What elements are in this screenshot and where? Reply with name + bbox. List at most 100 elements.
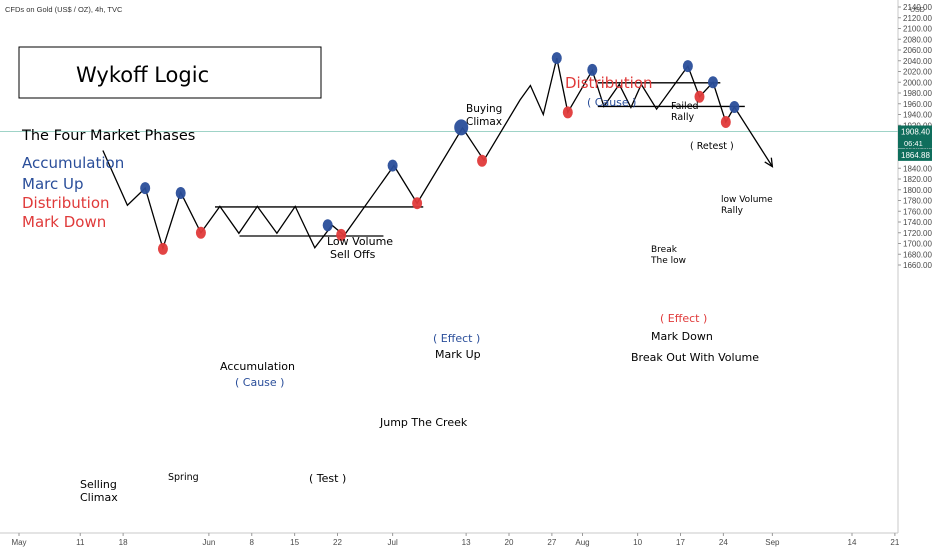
arrowhead-mark	[764, 157, 774, 168]
red-pivot-marker	[336, 228, 347, 241]
time-tick-label: Sep	[765, 538, 780, 547]
time-tick-label: 21	[890, 538, 899, 547]
mark-up-label: Mark Up	[435, 348, 481, 361]
price-tick-label: 1780.00	[903, 197, 932, 206]
time-tick-label: 13	[462, 538, 471, 547]
time-tick-label: 22	[333, 538, 342, 547]
price-tick-label: 1820.00	[903, 175, 932, 184]
blue-pivot-marker	[729, 100, 740, 113]
blue-pivot-marker	[587, 63, 598, 76]
price-tick-label: 1760.00	[903, 207, 932, 216]
low-volume-rally-label-2: Rally	[721, 206, 744, 216]
blue-pivot-marker	[454, 119, 469, 136]
time-tick-label: 11	[76, 538, 85, 547]
red-pivot-marker	[157, 242, 168, 255]
failed-rally-label-1: Failed	[671, 101, 699, 112]
failed-rally-label-2: Rally	[671, 112, 694, 123]
price-tag-time: 06:41	[904, 139, 923, 148]
price-tick-label: 1660.00	[903, 261, 932, 270]
time-tick-label: 10	[633, 538, 642, 547]
time-tick-label: 15	[290, 538, 299, 547]
test-label: ( Test )	[309, 472, 346, 485]
price-tick-label: 1740.00	[903, 218, 932, 227]
blue-pivot-marker	[551, 52, 562, 65]
price-tick-label: 2060.00	[903, 46, 932, 55]
red-pivot-marker	[477, 154, 488, 167]
price-tag-box	[898, 125, 932, 138]
phase-mark-down: Mark Down	[22, 213, 106, 231]
red-pivot-marker	[694, 90, 705, 103]
phases-heading: The Four Market Phases	[21, 128, 195, 144]
time-tick-label: May	[11, 538, 26, 547]
price-tags: 1908.40 06:41 1864.88	[898, 125, 932, 161]
selling-climax-label-1: Selling	[80, 478, 117, 491]
red-pivot-marker	[720, 116, 731, 129]
blue-pivot-marker	[175, 186, 186, 199]
price-tick-label: 1680.00	[903, 250, 932, 259]
time-tick-label: 18	[119, 538, 128, 547]
currency-label: USD	[910, 7, 925, 14]
price-tick-label: 1700.00	[903, 240, 932, 249]
price-tick-label: 1940.00	[903, 111, 932, 120]
price-tag-box	[898, 148, 932, 161]
price-tick-label: 2020.00	[903, 68, 932, 77]
cause-label-1: ( Cause )	[235, 376, 284, 389]
break-the-low-label-1: Break	[651, 245, 678, 255]
distribution-label: Distribution	[565, 74, 653, 92]
effect-label-2: ( Effect )	[660, 312, 707, 325]
price-tick-label: 2140.00	[903, 3, 932, 12]
break-out-label: Break Out With Volume	[631, 351, 759, 364]
low-volume-label-1: Low Volume	[327, 235, 393, 248]
phase-marc-up: Marc Up	[22, 175, 84, 193]
time-tick-label: Jul	[388, 538, 398, 547]
price-tick-label: 2080.00	[903, 35, 932, 44]
blue-pivot-marker	[322, 219, 333, 232]
blue-pivot-marker	[140, 182, 151, 195]
time-tick-label: Aug	[575, 538, 589, 547]
price-tag-time-box	[898, 137, 932, 149]
symbol-header: CFDs on Gold (US$ / OZ), 4h, TVC	[5, 5, 123, 14]
red-pivot-marker	[562, 106, 573, 119]
price-tag-label: 1864.88	[901, 151, 930, 160]
title-box	[18, 46, 322, 99]
blue-pivot-marker	[682, 60, 693, 73]
phase-accumulation: Accumulation	[22, 154, 124, 172]
low-volume-label-2: Sell Offs	[330, 248, 376, 261]
price-tick-label: 1980.00	[903, 89, 932, 98]
low-volume-rally-label-1: low Volume	[721, 195, 773, 205]
price-tick-label: 1840.00	[903, 164, 932, 173]
selling-climax-label-2: Climax	[80, 491, 118, 504]
price-tag-label: 1908.40	[901, 127, 930, 136]
accumulation-label: Accumulation	[220, 360, 295, 373]
mark-down-arrowhead	[764, 157, 774, 168]
retest-label: ( Retest )	[690, 141, 734, 152]
time-tick-label: 27	[547, 538, 556, 547]
price-tick-label: 2120.00	[903, 14, 932, 23]
time-tick-label: 17	[676, 538, 685, 547]
price-tick-label: 2040.00	[903, 57, 932, 66]
time-tick-label: 8	[250, 538, 255, 547]
effect-label-1: ( Effect )	[433, 332, 480, 345]
time-tick-label: 14	[848, 538, 857, 547]
buying-climax-label-1: Buying	[466, 103, 502, 115]
price-tick-label: 1960.00	[903, 100, 932, 109]
blue-pivot-marker	[387, 159, 398, 172]
cause-label-2: ( Cause )	[587, 96, 636, 109]
time-tick-label: 20	[505, 538, 514, 547]
price-tick-label: 2000.00	[903, 78, 932, 87]
price-tick-label: 2100.00	[903, 25, 932, 34]
price-tick-label: 1720.00	[903, 229, 932, 238]
buying-climax-label-2: Climax	[466, 116, 502, 128]
break-the-low-label-2: The low	[650, 256, 686, 266]
time-axis: May 11 18 Jun 8 15 22 Jul 13 20 27 Aug 10 17 24 Sep 14 21	[0, 532, 900, 547]
title-text: Wykoff Logic	[76, 63, 209, 87]
time-tick-label: 24	[719, 538, 728, 547]
red-pivot-marker	[195, 226, 206, 239]
blue-pivot-marker	[707, 76, 718, 89]
mark-down-label: Mark Down	[651, 330, 713, 343]
jump-the-creek-label: Jump The Creek	[379, 416, 468, 429]
spring-label: Spring	[168, 472, 199, 483]
pivot-markers	[140, 52, 740, 255]
